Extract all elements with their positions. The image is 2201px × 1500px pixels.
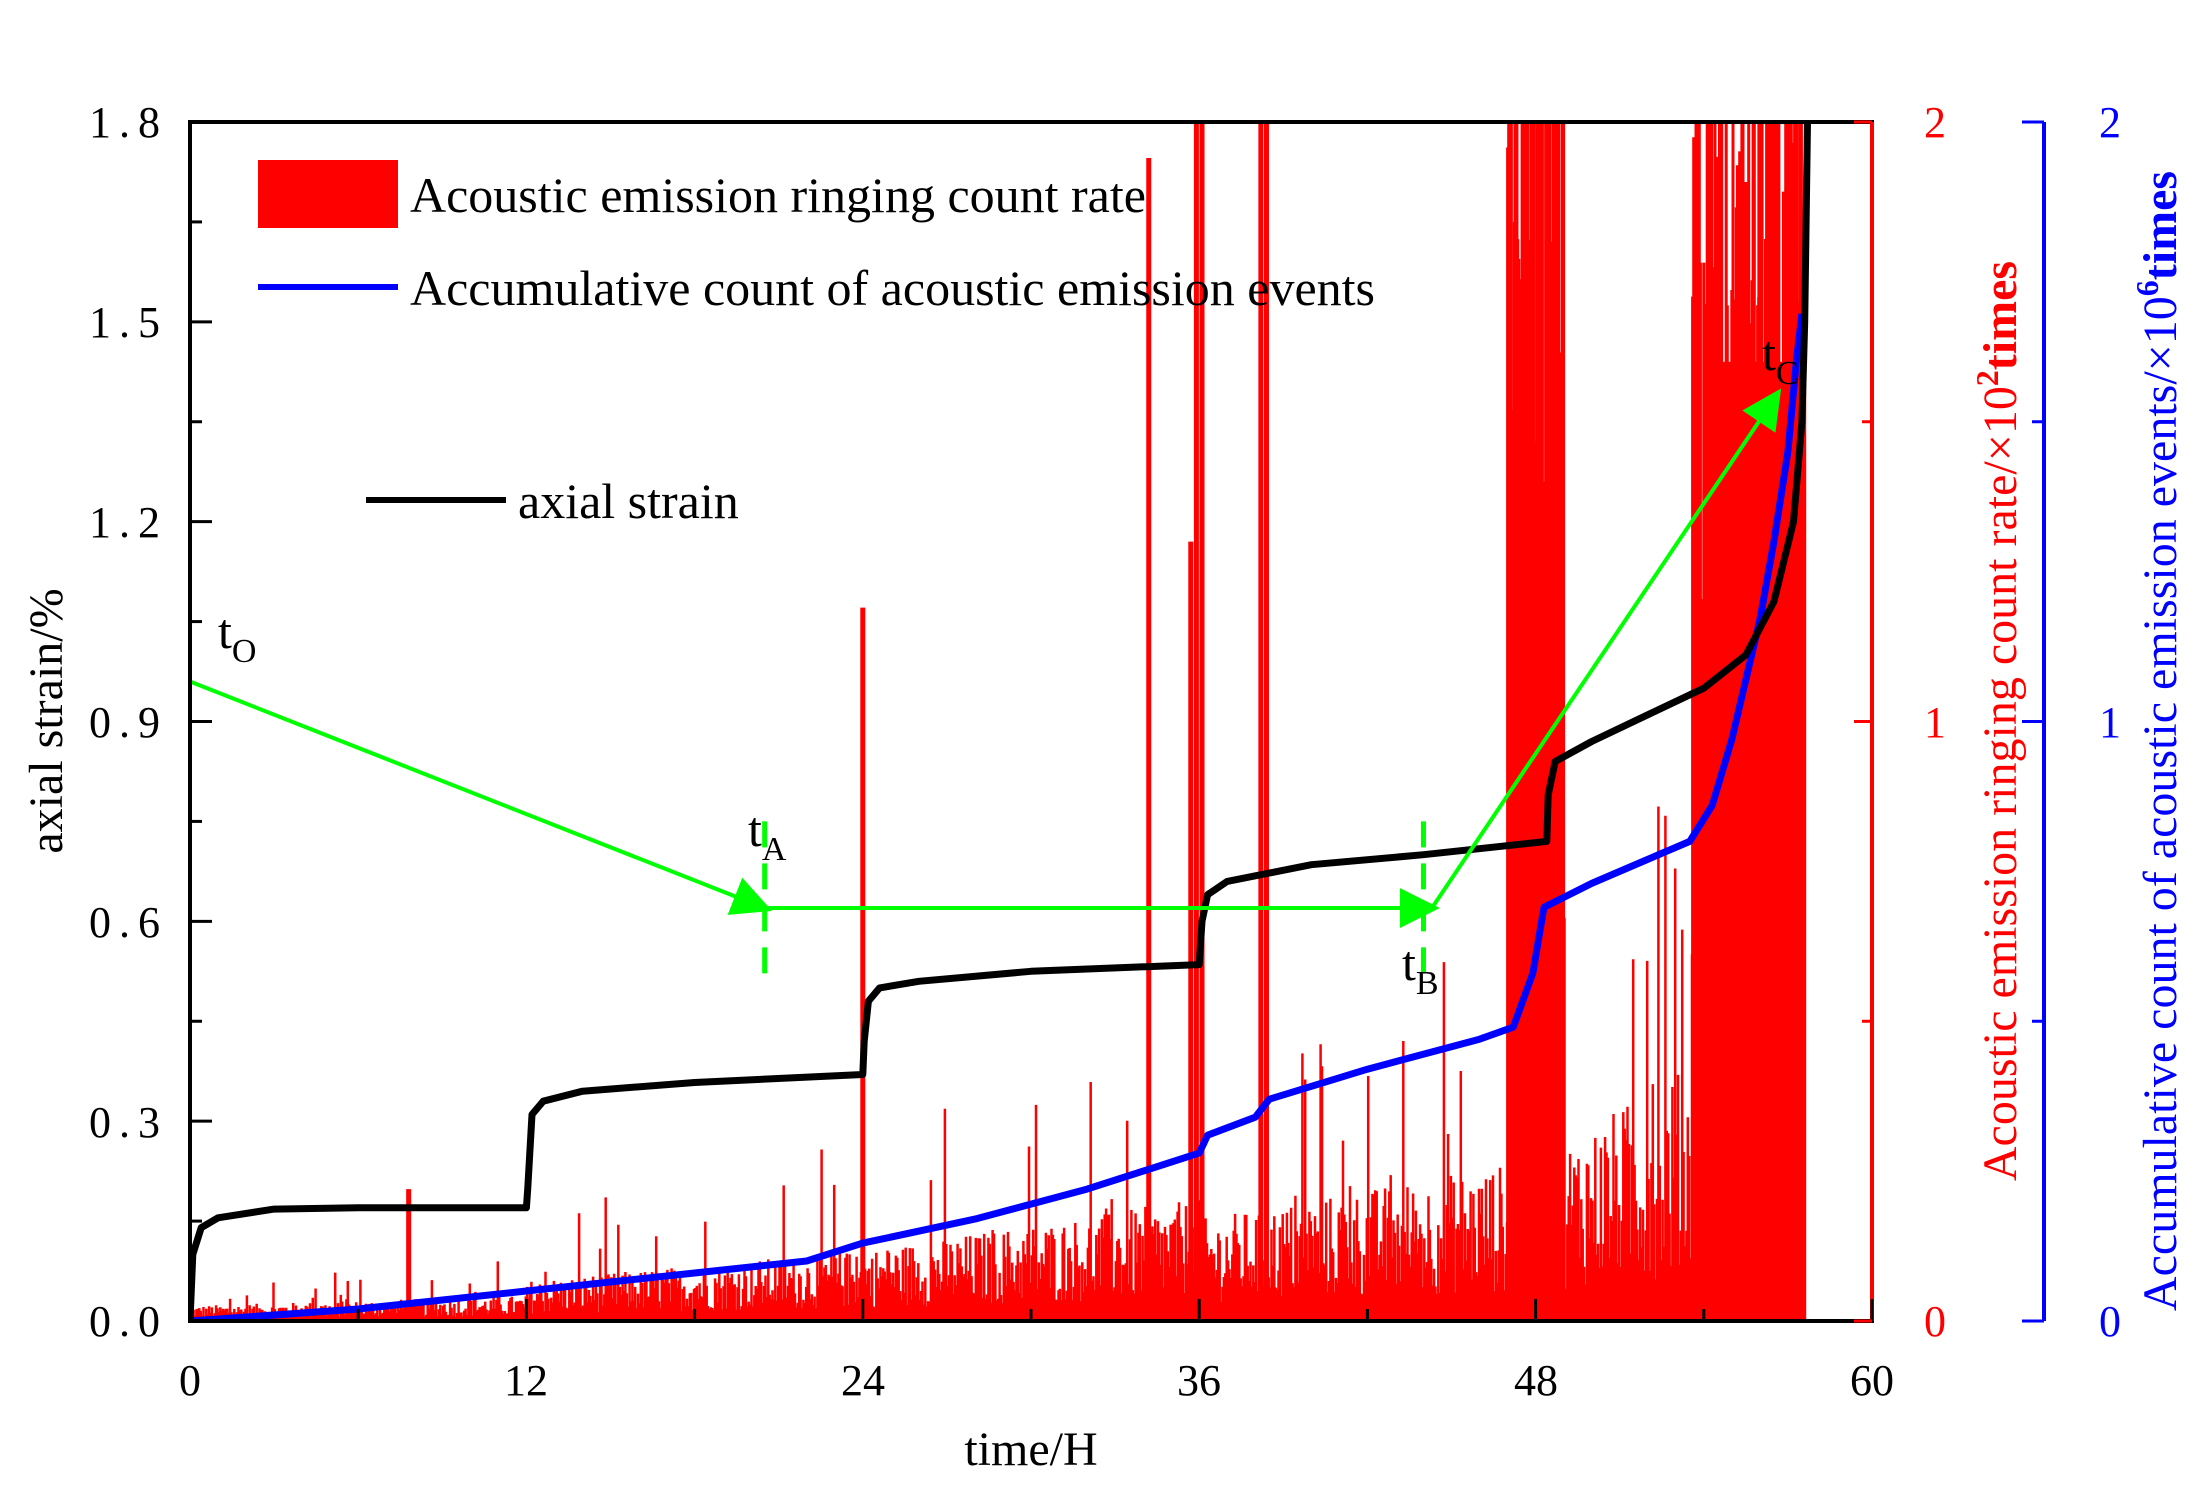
x-axis-title: time/H xyxy=(964,1423,1097,1476)
ringing-count-rate-series xyxy=(190,122,1807,1321)
legend-swatch-ringing xyxy=(258,160,398,228)
y-blue-axis-title: Accumulative count of acoustic emission … xyxy=(2129,171,2187,1311)
accumulative-count-line xyxy=(190,313,1806,1321)
stage-arrow xyxy=(189,679,773,915)
axial-strain-series xyxy=(190,122,1811,1321)
y-blue-axis-title-text: Accumulative count of acoustic emission … xyxy=(2134,296,2187,1311)
legend-label-axial-strain: axial strain xyxy=(518,473,739,529)
x-tick-label: 0 xyxy=(179,1356,201,1405)
y-left-tick-labels: 0.0 0.3 0.6 0.9 1.2 1.5 1.8 xyxy=(89,98,168,1346)
legend-label-accumulative: Accumulative count of acoustic emission … xyxy=(410,260,1375,316)
y-red-tick-label: 2 xyxy=(1924,98,1946,147)
y-left-tick-label: 0.6 xyxy=(89,898,168,947)
legend: Acoustic emission ringing count rate Acc… xyxy=(258,160,1375,529)
y-blue-axis-title-exponent: 6 xyxy=(2129,280,2165,296)
axis-ticks xyxy=(188,120,2044,1323)
x-tick-labels: 0 12 24 36 48 60 xyxy=(179,1356,1894,1405)
legend-label-ringing: Acoustic emission ringing count rate xyxy=(410,167,1146,223)
stage-arrows xyxy=(189,388,1782,982)
axial-strain-line xyxy=(190,122,1811,1321)
annotation-t-c: tC xyxy=(1762,325,1799,392)
y-red-tick-label: 0 xyxy=(1924,1297,1946,1346)
x-tick-label: 60 xyxy=(1850,1356,1894,1405)
y-red-tick-labels: 0 1 2 xyxy=(1924,98,1946,1346)
annotation-t-b: tB xyxy=(1402,935,1439,1002)
stage-arrow xyxy=(1430,388,1782,910)
y-red-tick-label: 1 xyxy=(1924,698,1946,747)
y-red-axis-title: Acoustic emission ringing count rate/×10… xyxy=(1969,261,2027,1181)
x-tick-label: 12 xyxy=(504,1356,548,1405)
y-red-axis-title-text: Acoustic emission ringing count rate/×10 xyxy=(1974,386,2027,1181)
y-blue-tick-label: 1 xyxy=(2099,698,2121,747)
y-blue-axis-title-unit: times xyxy=(2134,171,2187,280)
y-left-tick-label: 1.5 xyxy=(89,298,168,347)
y-left-tick-label: 0.0 xyxy=(89,1297,168,1346)
y-left-tick-label: 0.9 xyxy=(89,698,168,747)
annotation-t-a: tA xyxy=(748,801,787,868)
annotation-t-o: tO xyxy=(218,603,256,670)
y-blue-tick-label: 0 xyxy=(2099,1297,2121,1346)
x-tick-label: 36 xyxy=(1177,1356,1221,1405)
y-left-tick-label: 0.3 xyxy=(89,1098,168,1147)
y-left-tick-label: 1.2 xyxy=(89,498,168,547)
y-red-axis-title-exponent: 2 xyxy=(1969,370,2005,386)
accumulative-count-series xyxy=(190,313,1806,1321)
x-tick-label: 48 xyxy=(1514,1356,1558,1405)
y-red-axis-title-unit: times xyxy=(1974,261,2027,370)
y-left-axis-title: axial strain/% xyxy=(20,588,73,853)
y-left-tick-label: 1.8 xyxy=(89,98,168,147)
x-tick-label: 24 xyxy=(841,1356,885,1405)
y-blue-tick-label: 2 xyxy=(2099,98,2121,147)
y-blue-tick-labels: 0 1 2 xyxy=(2099,98,2121,1346)
